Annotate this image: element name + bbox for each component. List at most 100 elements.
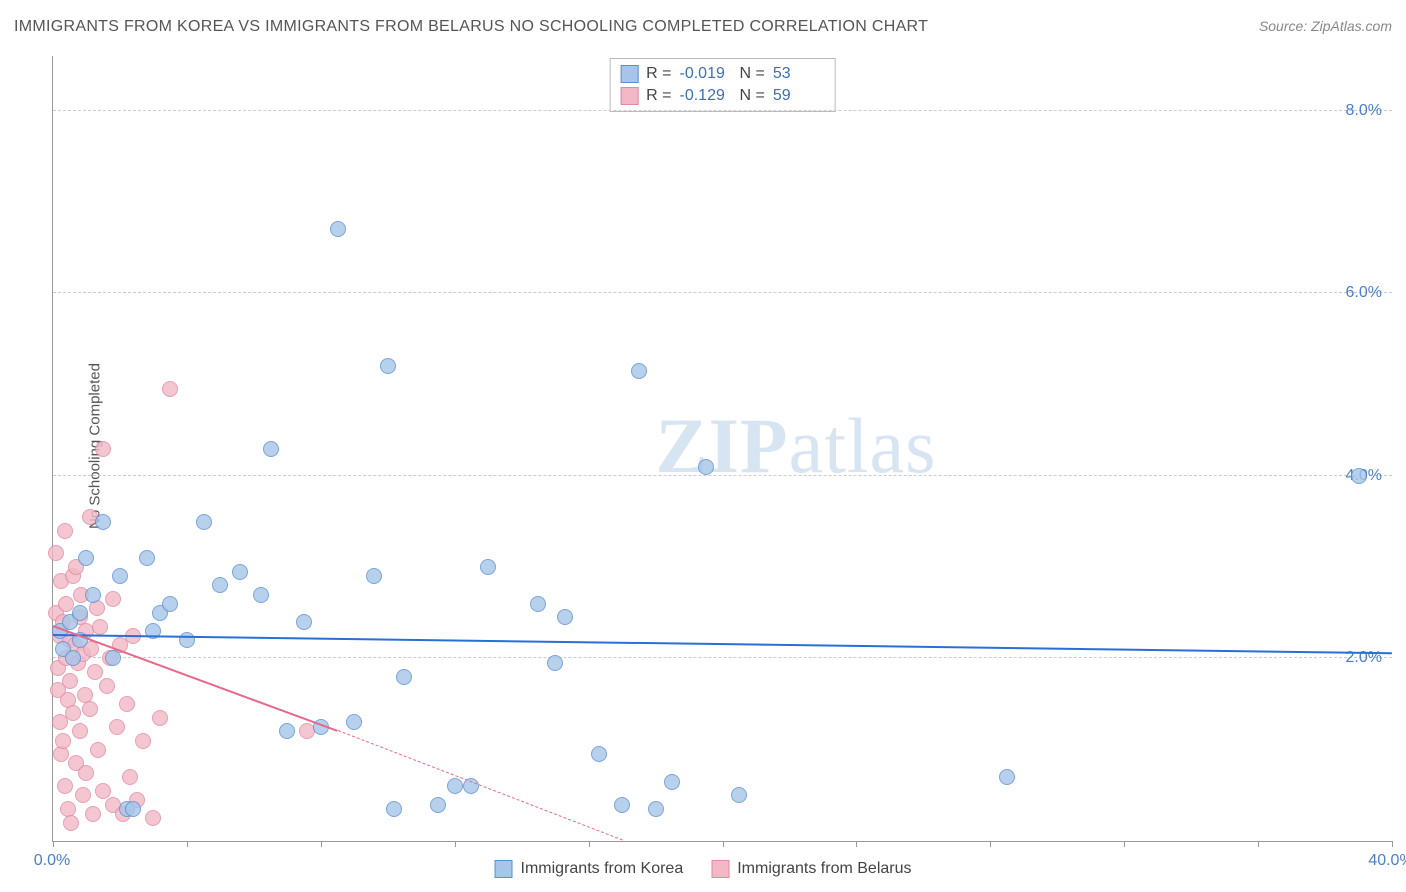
scatter-point xyxy=(1351,468,1367,484)
trendline-dashed xyxy=(337,731,622,841)
x-tick xyxy=(455,841,456,847)
scatter-point xyxy=(614,797,630,813)
scatter-point xyxy=(55,733,71,749)
gridline-h xyxy=(53,475,1392,476)
legend-item-belarus: Immigrants from Belarus xyxy=(711,860,911,878)
x-tick xyxy=(990,841,991,847)
scatter-point xyxy=(92,619,108,635)
scatter-point xyxy=(530,596,546,612)
scatter-point xyxy=(95,441,111,457)
scatter-point xyxy=(179,632,195,648)
r-label: R = xyxy=(646,65,671,83)
scatter-point xyxy=(95,514,111,530)
chart-title: IMMIGRANTS FROM KOREA VS IMMIGRANTS FROM… xyxy=(14,18,928,35)
scatter-point xyxy=(366,568,382,584)
stats-row-belarus: R = -0.129 N = 59 xyxy=(620,85,825,107)
watermark: ZIPatlas xyxy=(656,401,937,491)
x-tick xyxy=(53,841,54,847)
x-tick-label: 0.0% xyxy=(34,852,70,870)
n-label: N = xyxy=(740,65,765,83)
scatter-point xyxy=(162,596,178,612)
scatter-point xyxy=(480,559,496,575)
bottom-legend: Immigrants from Korea Immigrants from Be… xyxy=(495,860,912,878)
watermark-atlas: atlas xyxy=(789,402,937,489)
scatter-point xyxy=(430,797,446,813)
scatter-point xyxy=(119,696,135,712)
scatter-point xyxy=(65,650,81,666)
scatter-plot-area: ZIPatlas R = -0.019 N = 53 R = -0.129 N … xyxy=(52,56,1392,842)
swatch-korea xyxy=(620,65,638,83)
scatter-point xyxy=(547,655,563,671)
scatter-point xyxy=(72,605,88,621)
stats-row-korea: R = -0.019 N = 53 xyxy=(620,63,825,85)
scatter-point xyxy=(386,801,402,817)
scatter-point xyxy=(90,742,106,758)
gridline-h xyxy=(53,657,1392,658)
swatch-belarus-bottom xyxy=(711,860,729,878)
r-value-belarus: -0.129 xyxy=(680,87,732,105)
scatter-point xyxy=(279,723,295,739)
scatter-point xyxy=(591,746,607,762)
scatter-point xyxy=(253,587,269,603)
scatter-point xyxy=(447,778,463,794)
scatter-point xyxy=(162,381,178,397)
scatter-point xyxy=(65,705,81,721)
gridline-h xyxy=(53,292,1392,293)
x-tick xyxy=(856,841,857,847)
x-tick xyxy=(589,841,590,847)
swatch-korea-bottom xyxy=(495,860,513,878)
scatter-point xyxy=(122,769,138,785)
r-value-korea: -0.019 xyxy=(680,65,732,83)
scatter-point xyxy=(109,719,125,735)
scatter-point xyxy=(232,564,248,580)
x-tick-label: 40.0% xyxy=(1368,852,1406,870)
scatter-point xyxy=(346,714,362,730)
scatter-point xyxy=(105,591,121,607)
n-value-korea: 53 xyxy=(773,65,825,83)
scatter-point xyxy=(557,609,573,625)
scatter-point xyxy=(631,363,647,379)
scatter-point xyxy=(63,815,79,831)
scatter-point xyxy=(78,550,94,566)
scatter-point xyxy=(78,765,94,781)
scatter-point xyxy=(139,550,155,566)
scatter-point xyxy=(125,801,141,817)
scatter-point xyxy=(112,568,128,584)
scatter-point xyxy=(330,221,346,237)
scatter-point xyxy=(648,801,664,817)
y-tick-label: 6.0% xyxy=(1346,284,1382,302)
x-tick xyxy=(723,841,724,847)
scatter-point xyxy=(85,806,101,822)
scatter-point xyxy=(72,723,88,739)
scatter-point xyxy=(62,673,78,689)
scatter-point xyxy=(152,710,168,726)
x-tick xyxy=(321,841,322,847)
r-label-2: R = xyxy=(646,87,671,105)
scatter-point xyxy=(380,358,396,374)
scatter-point xyxy=(135,733,151,749)
scatter-point xyxy=(87,664,103,680)
x-tick xyxy=(1258,841,1259,847)
scatter-point xyxy=(396,669,412,685)
scatter-point xyxy=(57,778,73,794)
scatter-point xyxy=(212,577,228,593)
stats-legend: R = -0.019 N = 53 R = -0.129 N = 59 xyxy=(609,58,836,112)
scatter-point xyxy=(999,769,1015,785)
scatter-point xyxy=(89,600,105,616)
scatter-point xyxy=(85,587,101,603)
title-bar: IMMIGRANTS FROM KOREA VS IMMIGRANTS FROM… xyxy=(14,18,1392,48)
legend-label-belarus: Immigrants from Belarus xyxy=(737,860,911,878)
scatter-point xyxy=(105,650,121,666)
legend-label-korea: Immigrants from Korea xyxy=(521,860,684,878)
y-tick-label: 8.0% xyxy=(1346,102,1382,120)
scatter-point xyxy=(48,545,64,561)
scatter-point xyxy=(145,810,161,826)
scatter-point xyxy=(731,787,747,803)
scatter-point xyxy=(698,459,714,475)
swatch-belarus xyxy=(620,87,638,105)
scatter-point xyxy=(263,441,279,457)
x-tick xyxy=(1392,841,1393,847)
scatter-point xyxy=(99,678,115,694)
scatter-point xyxy=(296,614,312,630)
n-value-belarus: 59 xyxy=(773,87,825,105)
